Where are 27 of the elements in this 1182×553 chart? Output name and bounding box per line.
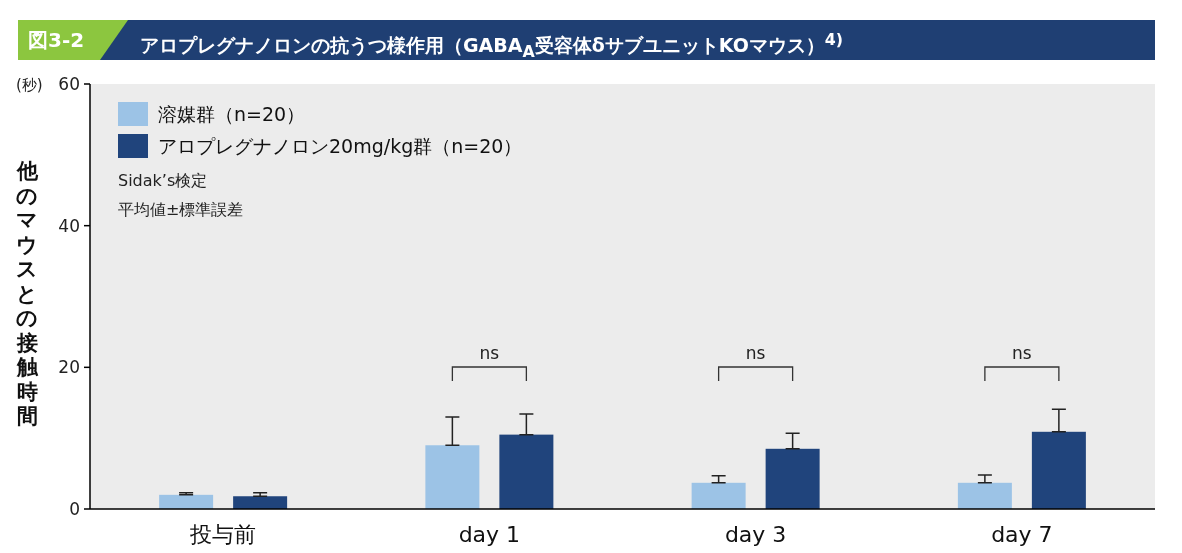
text: (秒) <box>16 76 43 94</box>
legend-label: 溶媒群（n=20） <box>158 103 306 125</box>
x-tick-label: day 1 <box>458 522 521 547</box>
bar <box>233 496 288 509</box>
y-tick-label: 20 <box>58 357 80 378</box>
legend-label: アロプレグナノロン20mg/kg群（n=20） <box>158 135 523 157</box>
annotation: ns <box>745 343 766 363</box>
annotation: ns <box>479 343 500 363</box>
annotation: Sidak’s検定 <box>118 171 208 190</box>
bar <box>425 445 480 509</box>
y-tick-label: 60 <box>58 74 80 94</box>
caption: 図3-2 <box>28 27 85 54</box>
annotation: ns <box>1012 343 1032 363</box>
bar <box>691 482 746 509</box>
annotation: 平均値±標準誤差 <box>118 200 244 219</box>
chart-title: アロプレグナノロンの抗うつ様作用（GABA$_{A}$受容体δサブユニットKOマウス）$^{4)}$ <box>140 29 844 64</box>
bar <box>765 448 820 509</box>
x-tick-label: day 3 <box>724 522 787 547</box>
y-tick-label: 0 <box>69 499 80 519</box>
bar <box>957 482 1012 509</box>
bar <box>1031 431 1086 509</box>
text: 他のマウスとの接触時間 <box>16 159 38 428</box>
bar <box>159 494 214 509</box>
x-tick-label: day 7 <box>991 522 1053 547</box>
bar <box>499 434 554 509</box>
y-tick-label: 40 <box>58 215 80 236</box>
x-tick-label: 投与前 <box>189 522 257 547</box>
